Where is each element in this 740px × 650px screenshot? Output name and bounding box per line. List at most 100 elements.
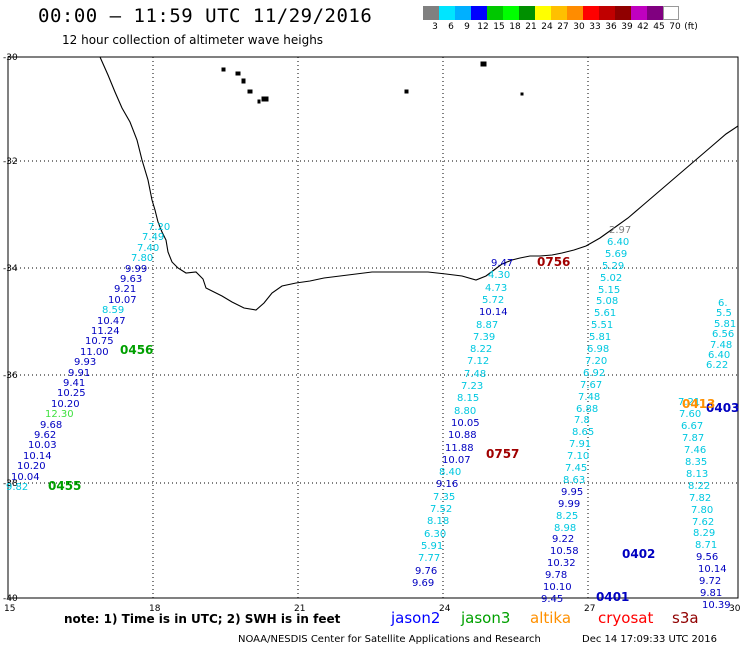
wave-height-value: 6.67 (681, 421, 704, 432)
legend-label: 33 (589, 22, 601, 32)
wave-height-value: 6.22 (706, 360, 729, 371)
wave-height-value: 10.25 (57, 388, 86, 399)
wave-height-value: 7.48 (464, 369, 487, 380)
wave-height-value: 9.63 (120, 274, 143, 285)
wave-height-value: 9.47 (491, 258, 514, 269)
wave-height-value: 7.49 (142, 232, 165, 243)
wave-height-value: 7.48 (710, 340, 733, 351)
wave-height-value: 10.47 (97, 316, 126, 327)
wave-height-value: 6.88 (576, 404, 599, 415)
wave-height-value: 6.92 (583, 368, 606, 379)
latitude-label: -32 (3, 157, 18, 167)
pass-time-label: 0401 (596, 590, 630, 604)
satellite-name: jason3 (461, 609, 511, 627)
wave-height-value: 10.05 (451, 418, 480, 429)
wave-height-value: 8.25 (556, 511, 579, 522)
pass-time-label: 0455 (48, 479, 82, 493)
latitude-label: -34 (3, 264, 18, 274)
wave-height-value: 11.88 (445, 443, 474, 454)
wave-height-value: 8.59 (102, 305, 125, 316)
wave-height-value: 5.81 (714, 319, 737, 330)
longitude-label: 27 (584, 604, 595, 614)
wave-height-value: 7.23 (461, 381, 484, 392)
wave-height-value: 8.98 (554, 523, 577, 534)
legend-swatch (583, 6, 599, 20)
wave-height-value: 8.65 (572, 427, 595, 438)
wave-height-value: 6.40 (607, 237, 630, 248)
wave-height-value: 6.98 (587, 344, 610, 355)
wave-height-value: 10.07 (442, 455, 471, 466)
longitude-labels: 15 18 21 24 27 30 (4, 604, 740, 614)
legend-label: 45 (653, 22, 665, 32)
wave-height-value: 8.18 (427, 516, 450, 527)
footer-note: note: 1) Time is in UTC; 2) SWH is in fe… (64, 612, 341, 626)
wave-height-value: 10.03 (28, 440, 57, 451)
wave-height-value: 5.51 (591, 320, 614, 331)
legend-label: 39 (621, 22, 633, 32)
wave-height-value: 7.12 (467, 356, 490, 367)
latitude-label: -38 (3, 479, 18, 489)
legend-swatch (663, 6, 679, 20)
legend-label: 27 (557, 22, 569, 32)
legend-label: 24 (541, 22, 553, 32)
longitude-label: 18 (149, 604, 161, 614)
legend-label: 3 (432, 22, 438, 32)
wave-height-value: 6.40 (708, 350, 731, 361)
legend-label: 30 (573, 22, 585, 32)
wave-height-value: 8.80 (454, 406, 477, 417)
legend-label: 70 (669, 22, 681, 32)
legend-label: 42 (637, 22, 649, 32)
legend-label: 18 (509, 22, 521, 32)
wave-height-value: 8.22 (470, 344, 493, 355)
wave-height-value: 7.48 (578, 392, 601, 403)
wave-height-value: 8.15 (457, 393, 480, 404)
wave-height-value: 5.15 (598, 285, 621, 296)
wave-height-value: 5.81 (589, 332, 612, 343)
longitude-label: 21 (294, 604, 305, 614)
wave-height-value: 7.80 (131, 253, 154, 264)
wave-height-value: 5.61 (594, 308, 617, 319)
wave-height-value: 10.14 (698, 564, 727, 575)
wave-height-value: 9.62 (34, 430, 57, 441)
pass-time-label: 0403 (706, 401, 740, 415)
legend-swatch (647, 6, 663, 20)
wave-height-value: 5.69 (605, 249, 628, 260)
legend-swatch (439, 6, 455, 20)
legend-swatch (519, 6, 535, 20)
wave-height-value: 7.46 (684, 445, 707, 456)
wave-height-value: 5.02 (600, 273, 623, 284)
color-legend (423, 6, 679, 20)
wave-height-value: 9.91 (68, 368, 91, 379)
coastline (99, 56, 739, 311)
wave-height-value: 9.45 (541, 594, 564, 605)
longitude-label: 15 (4, 604, 15, 614)
wave-height-value: 11.00 (80, 347, 109, 358)
wave-height-value: 10.14 (479, 307, 508, 318)
pass-time-label: 0413 (682, 397, 716, 411)
wave-height-value: 5.72 (482, 295, 505, 306)
legend-swatch (615, 6, 631, 20)
wave-height-value: 8.71 (695, 540, 718, 551)
satellite-name: jason2 (391, 609, 441, 627)
longitude-label: 30 (729, 604, 740, 614)
wave-height-value: 8.63 (563, 475, 586, 486)
wave-height-value: 8.29 (693, 528, 716, 539)
wave-height-value: 9.16 (436, 479, 459, 490)
wave-height-value: 7.10 (567, 451, 590, 462)
wave-height-value: 7.91 (569, 439, 592, 450)
legend-swatch (535, 6, 551, 20)
wave-height-value: 10.14 (23, 451, 52, 462)
wave-height-value: 8.35 (685, 457, 708, 468)
wave-height-value: 10.88 (448, 430, 477, 441)
wave-height-value: 9.22 (552, 534, 575, 545)
wave-height-value: 9.95 (561, 487, 584, 498)
latitude-label: -36 (3, 371, 18, 381)
wave-height-value: 6.56 (712, 329, 735, 340)
wave-height-value: 9.76 (415, 566, 438, 577)
wave-height-value: 5.91 (421, 541, 444, 552)
legend-label: 21 (525, 22, 537, 32)
map-title: 00:00 – 11:59 UTC 11/29/2016 (38, 5, 373, 27)
wave-height-value: 9.72 (699, 576, 722, 587)
wave-height-value: 10.10 (543, 582, 572, 593)
